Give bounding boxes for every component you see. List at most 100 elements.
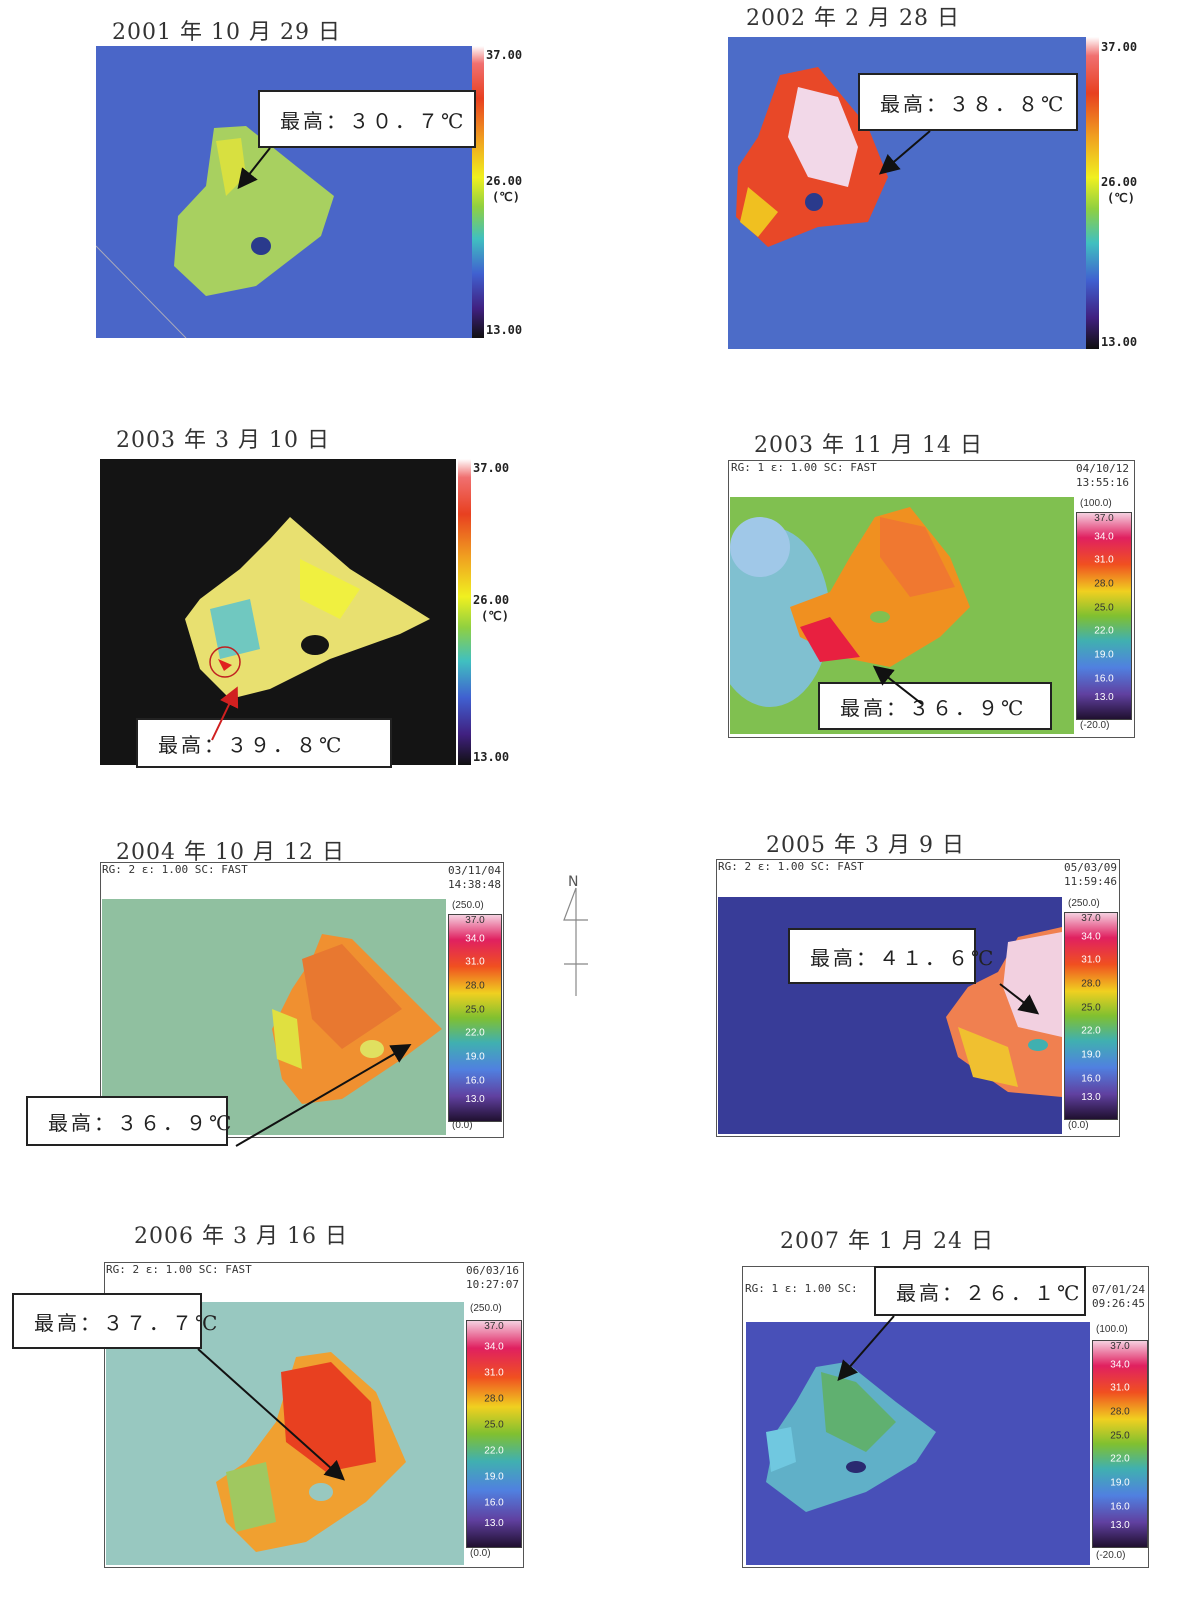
panel-6-header-date: 05/03/09 <box>1064 861 1117 874</box>
panel-6-color-scale: 37.0 34.0 31.0 28.0 25.0 22.0 19.0 16.0 13.0 <box>1064 912 1118 1120</box>
panel-4-color-scale: 37.0 34.0 31.0 28.0 25.0 22.0 19.0 16.0 13.0 <box>1076 512 1132 720</box>
panel-5-scale-bottom: (0.0) <box>452 1120 473 1131</box>
panel-5-scale-label: 13.0 <box>465 1093 485 1105</box>
panel-8-header-time: 09:26:45 <box>1092 1297 1145 1310</box>
panel-5-scale-top: (250.0) <box>452 900 484 911</box>
panel-4-scale-label: 22.0 <box>1094 625 1114 637</box>
panel-8-header-date: 07/01/24 <box>1092 1283 1145 1296</box>
panel-4-max-temp-callout: 最高：３６．９℃ <box>818 682 1052 730</box>
compass-north-arrow-icon <box>563 887 588 996</box>
panel-4-scale-bottom: (-20.0) <box>1080 720 1110 731</box>
panel-8-scale-label: 13.0 <box>1110 1519 1130 1531</box>
panel-6-scale-top: (250.0) <box>1068 898 1100 909</box>
panel-7-scale-label: 34.0 <box>484 1341 504 1353</box>
compass-north-label: N <box>568 874 579 890</box>
panel-2-scale-mid: 26.00 <box>1101 175 1138 189</box>
panel-4-date: 2003 年 11 月 14 日 <box>754 433 983 458</box>
panel-4-scale-label: 16.0 <box>1094 673 1114 685</box>
panel-3-max-temp-callout: 最高：３９．８℃ <box>136 718 392 768</box>
panel-6-scale-label: 22.0 <box>1081 1025 1101 1037</box>
panel-5-header-params: RG: 2 ε: 1.00 SC: FAST <box>102 863 248 876</box>
panel-4-scale-label: 28.0 <box>1094 578 1114 590</box>
panel-4-header-time: 13:55:16 <box>1076 476 1129 489</box>
panel-6-date: 2005 年 3 月 9 日 <box>766 833 965 858</box>
panel-8-scale-label: 16.0 <box>1110 1501 1130 1513</box>
panel-6-max-temp-callout: 最高：４１．６℃ <box>788 928 993 984</box>
panel-8-thermal-image <box>746 1322 1090 1565</box>
panel-3-scale-mid: 26.00 <box>473 593 510 607</box>
panel-5-max-temp-callout: 最高：３６．９℃ <box>26 1096 231 1146</box>
panel-8-color-scale: 37.0 34.0 31.0 28.0 25.0 22.0 19.0 16.0 13.0 <box>1092 1340 1148 1548</box>
panel-5-header-time: 14:38:48 <box>448 878 501 891</box>
panel-7-header-params: RG: 2 ε: 1.00 SC: FAST <box>106 1263 252 1276</box>
panel-1-scale-min: 13.00 <box>486 323 523 337</box>
panel-7-scale-label: 31.0 <box>484 1367 504 1379</box>
panel-3-scale-unit: (℃) <box>481 609 509 623</box>
panel-6-scale-label: 13.0 <box>1081 1091 1101 1103</box>
panel-7-scale-label: 25.0 <box>484 1419 504 1431</box>
panel-8-header-params: RG: 1 ε: 1.00 SC: <box>745 1282 858 1295</box>
panel-8-scale-top: (100.0) <box>1096 1324 1128 1335</box>
panel-7-header-time: 10:27:07 <box>466 1278 519 1291</box>
panel-5-scale-label: 34.0 <box>465 933 485 945</box>
panel-5-scale-label: 37.0 <box>465 915 485 926</box>
panel-6-scale-bottom: (0.0) <box>1068 1120 1089 1131</box>
panel-8-scale-label: 28.0 <box>1110 1406 1130 1418</box>
panel-5-scale-label: 19.0 <box>465 1051 485 1063</box>
panel-1-island <box>174 126 334 296</box>
panel-5-scale-label: 22.0 <box>465 1027 485 1039</box>
panel-8-scale-bottom: (-20.0) <box>1096 1550 1126 1561</box>
panel-1-scale-mid: 26.00 <box>486 174 523 188</box>
panel-8-max-temp-callout: 最高：２６．１℃ <box>874 1266 1086 1316</box>
panel-4-scale-label: 25.0 <box>1094 602 1114 614</box>
panel-7-color-scale: 37.0 34.0 31.0 28.0 25.0 22.0 19.0 16.0 13.0 <box>466 1320 522 1548</box>
panel-1-scale-max: 37.00 <box>486 48 523 62</box>
panel-6-scale-label: 16.0 <box>1081 1073 1101 1085</box>
panel-5-scale-label: 31.0 <box>465 956 485 968</box>
panel-8-scale-label: 31.0 <box>1110 1382 1130 1394</box>
panel-6-scale-label: 19.0 <box>1081 1049 1101 1061</box>
panel-4-scale-label: 19.0 <box>1094 649 1114 661</box>
panel-3-color-scale <box>458 459 471 765</box>
panel-2-max-temp-callout: 最高：３８．８℃ <box>858 73 1078 131</box>
panel-6-scale-label: 31.0 <box>1081 954 1101 966</box>
panel-7-scale-label: 22.0 <box>484 1445 504 1457</box>
panel-4-header-date: 04/10/12 <box>1076 462 1129 475</box>
panel-7-scale-bottom: (0.0) <box>470 1548 491 1559</box>
panel-7-date: 2006 年 3 月 16 日 <box>134 1224 348 1249</box>
panel-6-header-params: RG: 2 ε: 1.00 SC: FAST <box>718 860 864 873</box>
panel-4-scale-label: 34.0 <box>1094 531 1114 543</box>
panel-6-scale-label: 28.0 <box>1081 978 1101 990</box>
panel-4-scale-label: 13.0 <box>1094 691 1114 703</box>
panel-2-scale-min: 13.00 <box>1101 335 1138 349</box>
panel-8-scale-label: 19.0 <box>1110 1477 1130 1489</box>
panel-1-max-temp-callout: 最高：３０．７℃ <box>258 90 476 148</box>
panel-3-thermal-image <box>100 459 456 765</box>
panel-1-scale-unit: (℃) <box>492 190 520 204</box>
panel-4-header-params: RG: 1 ε: 1.00 SC: FAST <box>731 461 877 474</box>
panel-6-scale-label: 34.0 <box>1081 931 1101 943</box>
panel-7-header-date: 06/03/16 <box>466 1264 519 1277</box>
panel-4-scale-label: 37.0 <box>1094 513 1114 524</box>
panel-7-scale-label: 37.0 <box>484 1321 504 1332</box>
panel-3-scale-min: 13.00 <box>473 750 510 764</box>
panel-1-date: 2001 年 10 月 29 日 <box>112 20 341 45</box>
panel-5-scale-label: 28.0 <box>465 980 485 992</box>
panel-7-scale-top: (250.0) <box>470 1303 502 1314</box>
panel-5-date: 2004 年 10 月 12 日 <box>116 840 345 865</box>
panel-2-color-scale <box>1086 37 1099 349</box>
panel-8-scale-label: 34.0 <box>1110 1359 1130 1371</box>
panel-7-scale-label: 16.0 <box>484 1497 504 1509</box>
panel-3-date: 2003 年 3 月 10 日 <box>116 428 330 453</box>
panel-8-scale-label: 37.0 <box>1110 1341 1130 1352</box>
panel-4-scale-label: 31.0 <box>1094 554 1114 566</box>
panel-2-scale-max: 37.00 <box>1101 40 1138 54</box>
panel-6-scale-label: 37.0 <box>1081 913 1101 924</box>
panel-5-header-date: 03/11/04 <box>448 864 501 877</box>
panel-7-scale-label: 28.0 <box>484 1393 504 1405</box>
panel-3-island <box>185 517 430 699</box>
panel-2-date: 2002 年 2 月 28 日 <box>746 6 960 31</box>
panel-3-scale-max: 37.00 <box>473 461 510 475</box>
panel-8-date: 2007 年 1 月 24 日 <box>780 1229 994 1254</box>
panel-8-scale-label: 25.0 <box>1110 1430 1130 1442</box>
